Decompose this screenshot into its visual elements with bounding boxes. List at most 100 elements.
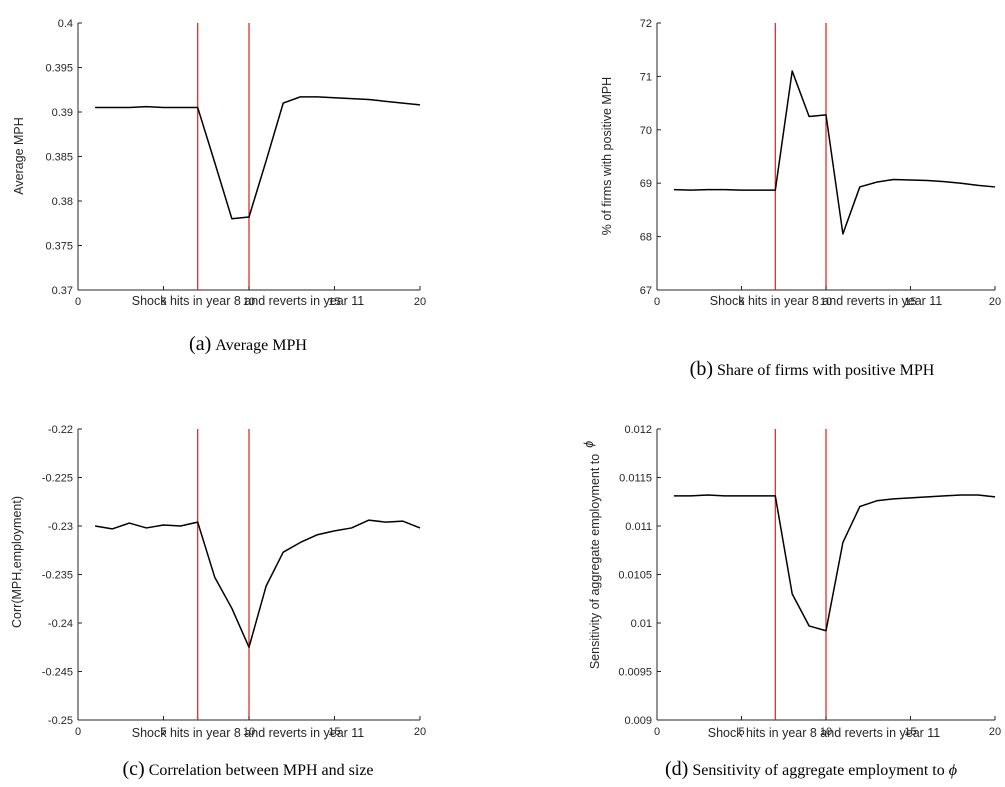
panel-a-ytick-label-3: 0.385 [45, 152, 73, 164]
panel-d-xlabel: Shock hits in year 8 and reverts in year… [708, 726, 941, 740]
panel-c-ytick-label-2: -0.24 [48, 618, 73, 630]
panel-a-ytick-4: 0.39 [52, 107, 82, 119]
panel-a-ytick-0: 0.37 [52, 285, 82, 297]
panel-c-xtick-label-2: 10 [243, 726, 255, 738]
panel-b-xtick-label-0: 0 [654, 296, 660, 308]
panel-d-xtick-label-0: 0 [654, 726, 660, 738]
panel-a-ytick-label-6: 0.4 [58, 18, 73, 30]
panel-d-xtick-label-4: 20 [989, 726, 1001, 738]
panel-d-ylabel-phi: ϕ [582, 441, 596, 448]
panel-d-marks [656, 429, 996, 721]
panel-d-ytick-0: 0.009 [624, 715, 661, 727]
panel-d-ytick-label-1: 0.0095 [618, 667, 652, 679]
panel-c-xtick-4: 20 [414, 716, 426, 738]
panel-a-ytick-label-2: 0.38 [52, 196, 73, 208]
panel-a-xlabel: Shock hits in year 8 and reverts in year… [132, 294, 365, 308]
panel-d-caption-letter: (d) [665, 758, 688, 780]
panel-c-ytick-2: -0.24 [48, 618, 82, 630]
panel-c-xtick-3: 15 [328, 716, 341, 738]
panel-c-xtick-label-1: 5 [160, 726, 166, 738]
panel-d-ytick-5: 0.0115 [619, 473, 661, 485]
panel-d-xtick-label-2: 10 [820, 726, 832, 738]
panel-c-xtick-label-0: 0 [75, 726, 81, 738]
panel-a-xtick-label-0: 0 [75, 296, 81, 308]
panel-b-xtick-2: 10 [820, 286, 832, 308]
panel-b-ticks: 0 5 10 15 20 67 68 69 70 71 72 [640, 18, 1001, 308]
panel-c-xtick-1: 5 [160, 716, 167, 738]
panel-b-ytick-2: 69 [640, 178, 661, 190]
panel-d-ytick-3: 0.0105 [618, 570, 661, 582]
panel-b-ytick-3: 70 [640, 125, 661, 137]
panel-b-ytick-1: 68 [640, 232, 661, 244]
panel-b-xlabel: Shock hits in year 8 and reverts in year… [710, 294, 943, 308]
panel-b-series-line [673, 70, 996, 235]
panel-b-caption: (b) Share of firms with positive MPH [690, 358, 935, 380]
panel-a-ytick-label-0: 0.37 [52, 285, 73, 297]
panel-a-xtick-4: 20 [414, 286, 426, 308]
panel-b-ytick-label-5: 72 [640, 18, 652, 30]
panel-d-xtick-4: 20 [989, 716, 1001, 738]
panel-c-ytick-0: -0.25 [48, 715, 82, 727]
panel-a-xtick-label-2: 10 [243, 296, 255, 308]
panel-d-ytick-label-2: 0.01 [631, 618, 652, 630]
panel-c-ytick-3: -0.235 [42, 570, 82, 582]
panel-b-xtick-4: 20 [989, 286, 1001, 308]
panel-c-ytick-label-0: -0.25 [48, 715, 73, 727]
panel-c-xtick-label-4: 20 [414, 726, 426, 738]
panel-d-ylabel-text: Sensitivity of aggregate employment to [588, 454, 602, 669]
panel-b-caption-letter: (b) [690, 358, 713, 380]
panel-b-ytick-label-2: 69 [640, 178, 652, 190]
panel-c-xtick-label-3: 15 [328, 726, 340, 738]
panel-d-ytick-1: 0.0095 [618, 667, 661, 679]
panel-c-ylabel: Corr(MPH,employment) [10, 496, 24, 628]
panel-d-xtick-label-3: 15 [904, 726, 916, 738]
panel-a-xtick-label-3: 15 [328, 296, 340, 308]
panel-a-xtick-0: 0 [75, 286, 81, 308]
panel-b: 0 5 10 15 20 67 68 69 70 71 72 Shock hits in year … [600, 18, 1001, 380]
panel-d-ytick-label-6: 0.012 [624, 424, 652, 436]
panel-a-caption-letter: (a) [189, 333, 211, 355]
panel-b-xtick-label-4: 20 [989, 296, 1001, 308]
panel-a-ytick-2: 0.38 [52, 196, 82, 208]
panel-d-ytick-label-4: 0.011 [625, 521, 652, 533]
panel-c-ytick-1: -0.245 [42, 667, 82, 679]
panel-d-ylabel: Sensitivity of aggregate employment to ϕ [582, 441, 602, 669]
panel-b-ytick-label-0: 67 [640, 285, 652, 297]
panel-c-ytick-6: -0.22 [48, 424, 82, 436]
panel-c-ytick-5: -0.225 [42, 473, 82, 485]
panel-b-ytick-5: 72 [640, 18, 661, 30]
panel-a-ytick-6: 0.4 [58, 18, 82, 30]
panel-b-ytick-label-4: 71 [640, 71, 652, 83]
panel-d-xtick-3: 15 [904, 716, 917, 738]
panel-b-ytick-4: 71 [640, 71, 661, 83]
panel-b-xtick-label-3: 15 [904, 296, 916, 308]
panel-c-ytick-label-3: -0.235 [42, 570, 73, 582]
panel-d-ytick-4: 0.011 [625, 521, 661, 533]
panel-b-ytick-label-3: 70 [640, 125, 652, 137]
panel-d-ytick-label-5: 0.0115 [619, 473, 652, 485]
panel-d-caption-phi: ϕ [949, 762, 957, 779]
panel-c-ytick-4: -0.23 [48, 521, 82, 533]
panel-b-xtick-label-2: 10 [820, 296, 832, 308]
panel-b-xtick-label-1: 5 [738, 296, 744, 308]
panel-d-ytick-2: 0.01 [631, 618, 661, 630]
panel-d-caption-text: Sensitivity of aggregate employment to [692, 762, 948, 779]
panel-c-ytick-label-1: -0.245 [42, 667, 73, 679]
panel-a-ytick-label-5: 0.395 [45, 63, 73, 75]
panel-b-caption-text: Share of firms with positive MPH [717, 362, 935, 379]
panel-a-ytick-label-4: 0.39 [52, 107, 73, 119]
panel-a-caption: (a) Average MPH [189, 333, 307, 355]
panel-b-marks [656, 23, 996, 291]
panel-c-ytick-label-5: -0.225 [42, 473, 73, 485]
panel-d-ticks: 0 5 10 15 20 0.009 0.0095 0.01 0.0105 0.011 0.0115… [618, 424, 1001, 738]
panel-d-xtick-1: 5 [738, 716, 745, 738]
panel-a-xtick-3: 15 [328, 286, 341, 308]
panel-d-ytick-label-0: 0.009 [624, 715, 652, 727]
panel-c-ytick-label-6: -0.22 [48, 424, 73, 436]
panel-c-caption-letter: (c) [122, 758, 144, 780]
panel-a: 0 5 10 15 20 0.37 0.375 0.38 0.385 0.39 0.395 0.4 S… [12, 18, 426, 355]
panel-c-series-line [94, 519, 421, 648]
panel-d-ytick-6: 0.012 [624, 424, 661, 436]
panel-b-ytick-0: 67 [640, 285, 661, 297]
